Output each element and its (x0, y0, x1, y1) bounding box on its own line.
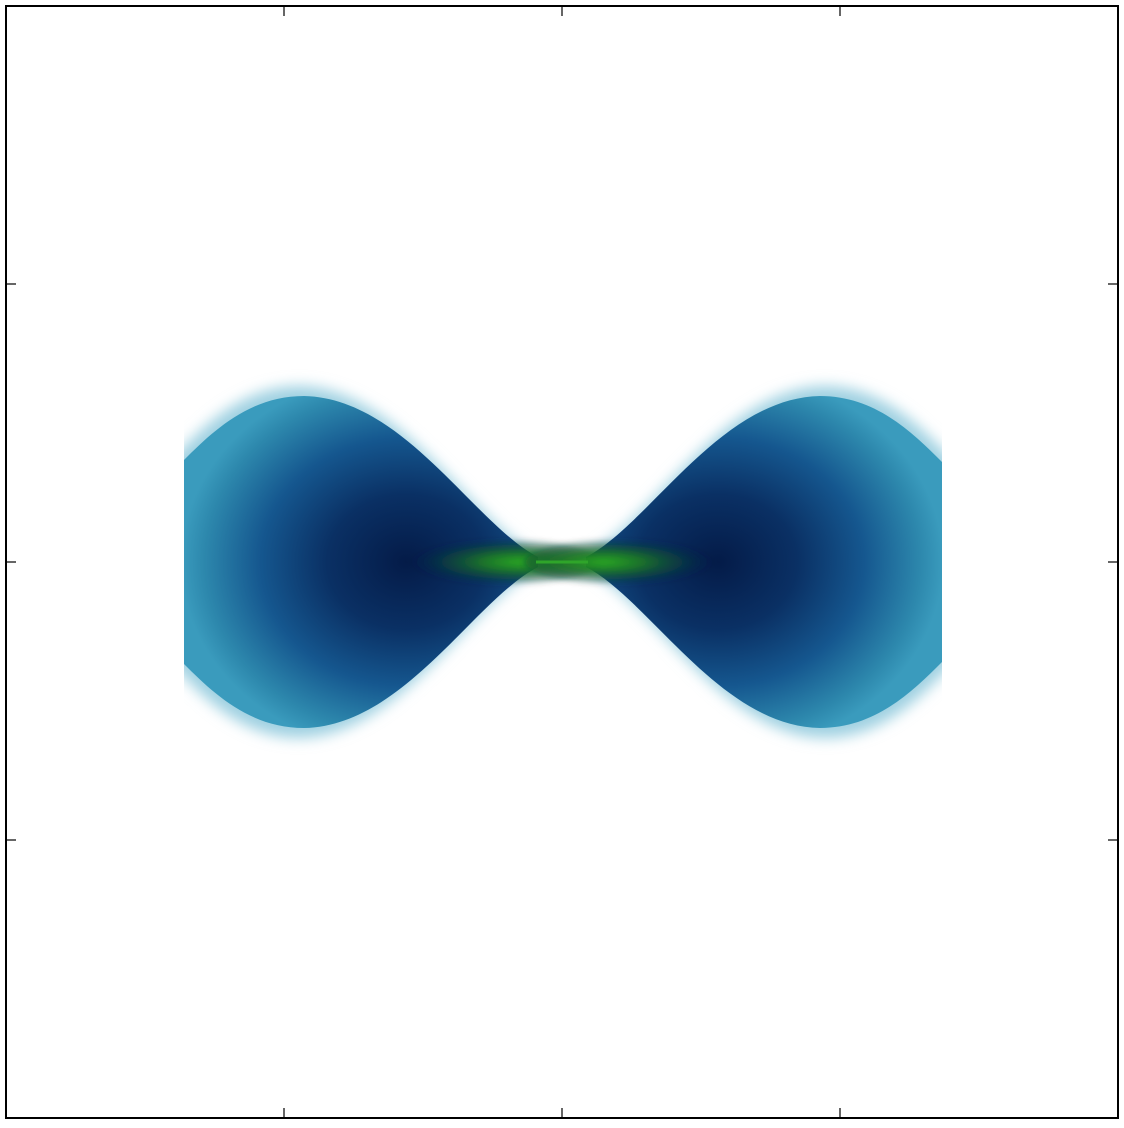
heatmap-field (184, 386, 942, 738)
axis-ticks (6, 6, 1118, 1118)
heatmap-core-right (524, 540, 714, 584)
heatmap-lobe-left (184, 396, 538, 728)
heatmap-lobe-right (586, 396, 942, 728)
